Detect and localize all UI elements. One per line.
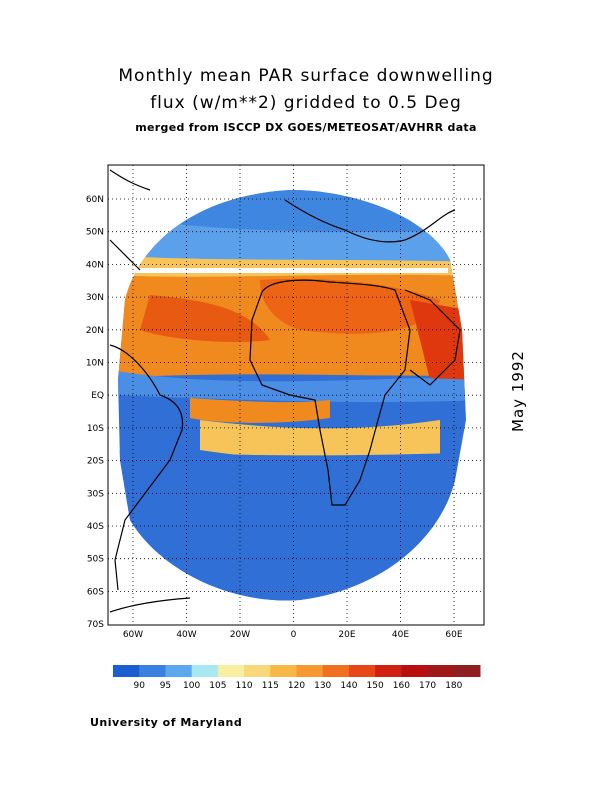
legend-label: 170 <box>419 681 436 691</box>
legend-swatch <box>270 665 297 677</box>
lon-label-60W: 60W <box>123 630 143 640</box>
lat-label-20N: 20N <box>86 326 104 336</box>
lat-label-60N: 60N <box>86 195 104 205</box>
credit-text: University of Maryland <box>90 716 243 729</box>
legend-swatch <box>427 665 455 677</box>
lat-label-60S: 60S <box>87 587 104 597</box>
legend-swatch <box>401 665 429 677</box>
legend-swatch <box>453 665 481 677</box>
legend-label: 115 <box>262 681 279 691</box>
south-america-coast <box>109 344 184 591</box>
longitude-labels: 60W 40W 20W 0 20E 40E 60E <box>123 630 463 640</box>
missing-scanline <box>118 268 448 273</box>
lon-label-60E: 60E <box>445 630 462 640</box>
legend-swatch <box>165 665 193 677</box>
legend-swatch <box>244 665 271 677</box>
legend-swatch <box>191 665 219 677</box>
europe-coast <box>284 199 456 243</box>
lon-label-20E: 20E <box>338 630 355 640</box>
lat-label-10S: 10S <box>87 424 104 434</box>
map-frame <box>107 164 485 626</box>
north-america-coast <box>109 169 151 271</box>
lon-label-20W: 20W <box>230 630 250 640</box>
lat-label-10N: 10N <box>86 359 104 369</box>
legend-swatch <box>348 665 376 677</box>
field-equatorial-atlantic <box>190 398 330 423</box>
lon-label-0: 0 <box>291 630 297 640</box>
legend-label: 120 <box>288 681 305 691</box>
lat-label-40N: 40N <box>86 260 104 270</box>
field-south-ocean <box>118 450 466 601</box>
latitude-labels: 60N 50N 40N 30N 20N 10N EQ 10S 20S 30S 40S 50S 60S 70… <box>86 195 104 630</box>
coastlines <box>109 169 461 613</box>
lat-label-30S: 30S <box>87 489 104 499</box>
graticule <box>108 165 484 625</box>
legend-swatch <box>113 665 140 677</box>
title-line-1: Monthly mean PAR surface downwelling <box>118 66 494 86</box>
lat-label-20S: 20S <box>87 457 104 467</box>
legend-swatch <box>139 665 166 677</box>
legend-label: 140 <box>340 681 357 691</box>
legend-label: 105 <box>209 681 226 691</box>
title-line-3: merged from ISCCP DX GOES/METEOSAT/AVHRR… <box>135 121 477 134</box>
africa-coast <box>249 279 411 506</box>
legend-label: 130 <box>314 681 331 691</box>
arabia-coast <box>404 289 461 386</box>
color-legend: 90 95 100 105 110 115 120 130 140 150 160 170 180 <box>113 665 481 691</box>
legend-swatch <box>375 665 402 677</box>
field-sahara-peak <box>260 278 440 334</box>
lon-label-40E: 40E <box>392 630 409 640</box>
legend-label: 180 <box>445 681 462 691</box>
lon-label-40W: 40W <box>176 630 196 640</box>
lat-label-40S: 40S <box>87 522 104 532</box>
legend-label: 160 <box>393 681 410 691</box>
legend-swatch <box>322 665 350 677</box>
legend-swatch <box>217 665 245 677</box>
legend-swatch <box>296 665 324 677</box>
title-line-2: flux (w/m**2) gridded to 0.5 Deg <box>150 93 462 113</box>
lat-label-70S: 70S <box>87 620 104 630</box>
antarctica-coast <box>109 597 191 613</box>
legend-label: 90 <box>133 681 145 691</box>
legend-label: 100 <box>183 681 200 691</box>
legend-label: 95 <box>160 681 171 691</box>
date-label: May 1992 <box>509 350 527 432</box>
lat-label-50N: 50N <box>86 228 104 238</box>
legend-label: 110 <box>235 681 252 691</box>
lat-label-50S: 50S <box>87 555 104 565</box>
lat-label-EQ: EQ <box>91 391 104 401</box>
legend-label: 150 <box>367 681 384 691</box>
field-itcz <box>118 370 466 403</box>
lat-label-30N: 30N <box>86 293 104 303</box>
field-arabia-peak <box>410 300 466 390</box>
field-atlantic-peak <box>140 295 270 342</box>
field-south-tropics <box>200 420 440 462</box>
